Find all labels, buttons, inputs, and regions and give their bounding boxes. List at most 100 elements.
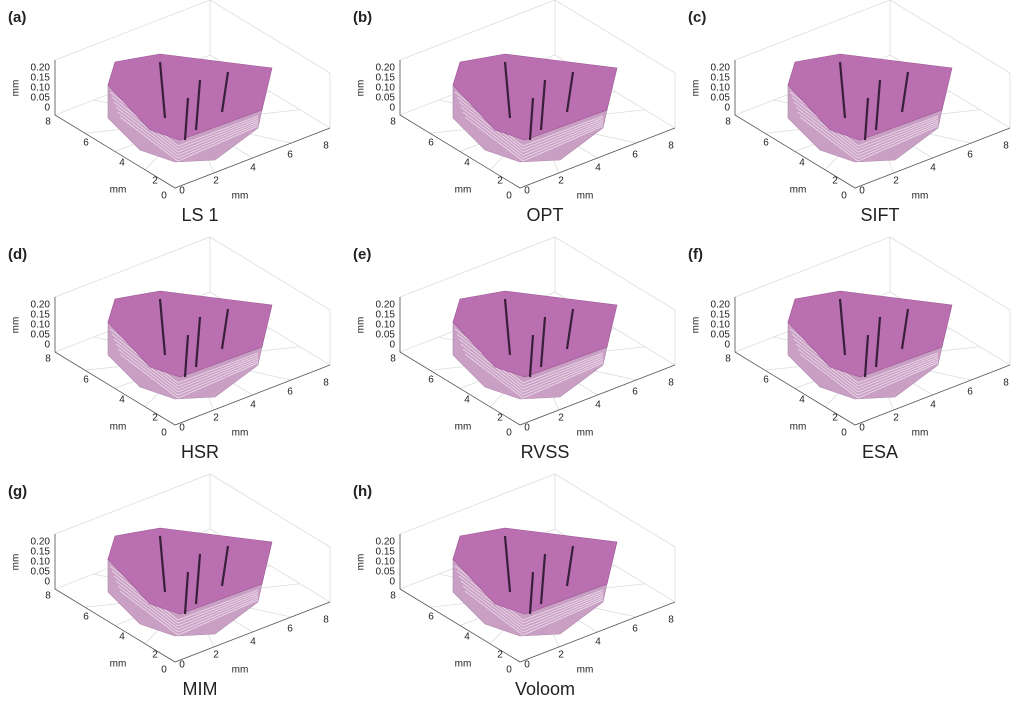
panel: (c)0.200.150.100.050mm8642002468mmmmSIFT bbox=[688, 0, 1010, 225]
y-tick-label: 0 bbox=[179, 423, 185, 434]
z-axis-label: mm bbox=[691, 80, 702, 97]
x-tick-label: 6 bbox=[763, 375, 769, 386]
y-tick-label: 6 bbox=[632, 624, 638, 635]
z-tick-label: 0 bbox=[44, 103, 50, 114]
y-tick-label: 0 bbox=[524, 423, 530, 434]
z-tick-label: 0 bbox=[724, 103, 730, 114]
z-axis-label: mm bbox=[356, 554, 367, 571]
z-axis-label: mm bbox=[356, 80, 367, 97]
x-tick-label: 2 bbox=[832, 176, 838, 187]
y-tick-label: 8 bbox=[668, 615, 674, 626]
panel-label: HSR bbox=[181, 442, 219, 462]
y-tick-label: 8 bbox=[668, 378, 674, 389]
x-axis-label: mm bbox=[455, 185, 472, 196]
x-axis-label: mm bbox=[790, 185, 807, 196]
x-axis-label: mm bbox=[455, 659, 472, 670]
y-tick-label: 4 bbox=[595, 163, 601, 174]
panel-letter: (e) bbox=[353, 246, 371, 263]
x-tick-label: 8 bbox=[45, 117, 51, 128]
panel-letter: (g) bbox=[8, 483, 27, 500]
panel-label: MIM bbox=[183, 679, 218, 699]
x-tick-label: 0 bbox=[841, 191, 847, 202]
panel-letter: (h) bbox=[353, 483, 372, 500]
y-tick-label: 6 bbox=[967, 150, 973, 161]
x-tick-label: 6 bbox=[428, 138, 434, 149]
x-tick-label: 4 bbox=[119, 395, 125, 406]
z-tick-label: 0 bbox=[44, 340, 50, 351]
panel: (b)0.200.150.100.050mm8642002468mmmmOPT bbox=[353, 0, 675, 225]
x-tick-label: 4 bbox=[464, 158, 470, 169]
x-tick-label: 0 bbox=[161, 428, 167, 439]
x-tick-label: 8 bbox=[725, 354, 731, 365]
x-axis-label: mm bbox=[110, 185, 127, 196]
y-tick-label: 8 bbox=[1003, 378, 1009, 389]
x-tick-label: 2 bbox=[497, 650, 503, 661]
x-axis-label: mm bbox=[455, 422, 472, 433]
x-tick-label: 4 bbox=[119, 632, 125, 643]
x-tick-label: 6 bbox=[428, 375, 434, 386]
y-axis-label: mm bbox=[577, 191, 594, 202]
y-tick-label: 0 bbox=[859, 423, 865, 434]
y-tick-label: 0 bbox=[859, 186, 865, 197]
panel-letter: (a) bbox=[8, 9, 26, 26]
z-tick-label: 0 bbox=[389, 103, 395, 114]
x-tick-label: 8 bbox=[45, 354, 51, 365]
x-tick-label: 8 bbox=[725, 117, 731, 128]
x-tick-label: 0 bbox=[161, 191, 167, 202]
y-tick-label: 2 bbox=[558, 650, 564, 661]
y-tick-label: 6 bbox=[632, 150, 638, 161]
y-tick-label: 2 bbox=[893, 413, 899, 424]
x-tick-label: 8 bbox=[390, 117, 396, 128]
panel: (d)0.200.150.100.050mm8642002468mmmmHSR bbox=[8, 237, 330, 462]
y-tick-label: 2 bbox=[893, 176, 899, 187]
panel-label: Voloom bbox=[515, 679, 575, 699]
y-tick-label: 4 bbox=[250, 400, 256, 411]
x-tick-label: 0 bbox=[506, 428, 512, 439]
y-tick-label: 4 bbox=[930, 400, 936, 411]
y-tick-label: 6 bbox=[967, 387, 973, 398]
z-axis-label: mm bbox=[691, 317, 702, 334]
y-tick-label: 0 bbox=[179, 660, 185, 671]
y-tick-label: 2 bbox=[558, 413, 564, 424]
x-tick-label: 6 bbox=[763, 138, 769, 149]
panel: (h)0.200.150.100.050mm8642002468mmmmVolo… bbox=[353, 474, 675, 699]
panel-label: LS 1 bbox=[181, 205, 218, 225]
panel-letter: (c) bbox=[688, 9, 706, 26]
y-tick-label: 4 bbox=[930, 163, 936, 174]
y-tick-label: 4 bbox=[595, 400, 601, 411]
y-tick-label: 0 bbox=[179, 186, 185, 197]
z-axis-label: mm bbox=[356, 317, 367, 334]
z-axis-label: mm bbox=[11, 554, 22, 571]
y-tick-label: 8 bbox=[1003, 141, 1009, 152]
x-tick-label: 2 bbox=[497, 176, 503, 187]
x-tick-label: 2 bbox=[152, 650, 158, 661]
panel-letter: (d) bbox=[8, 246, 27, 263]
y-tick-label: 0 bbox=[524, 660, 530, 671]
x-axis-label: mm bbox=[110, 422, 127, 433]
panel-label: ESA bbox=[862, 442, 898, 462]
panel-label: SIFT bbox=[861, 205, 900, 225]
y-tick-label: 6 bbox=[287, 387, 293, 398]
x-tick-label: 0 bbox=[841, 428, 847, 439]
z-tick-label: 0 bbox=[389, 577, 395, 588]
x-tick-label: 6 bbox=[83, 138, 89, 149]
x-tick-label: 4 bbox=[464, 632, 470, 643]
y-tick-label: 2 bbox=[558, 176, 564, 187]
x-tick-label: 6 bbox=[83, 612, 89, 623]
x-tick-label: 4 bbox=[119, 158, 125, 169]
x-tick-label: 4 bbox=[799, 395, 805, 406]
panel: (f)0.200.150.100.050mm8642002468mmmmESA bbox=[688, 237, 1010, 462]
x-tick-label: 0 bbox=[506, 665, 512, 676]
y-tick-label: 2 bbox=[213, 413, 219, 424]
y-tick-label: 8 bbox=[668, 141, 674, 152]
y-axis-label: mm bbox=[232, 428, 249, 439]
y-tick-label: 6 bbox=[287, 624, 293, 635]
y-tick-label: 8 bbox=[323, 141, 329, 152]
y-tick-label: 4 bbox=[595, 637, 601, 648]
y-tick-label: 4 bbox=[250, 637, 256, 648]
panel-label: RVSS bbox=[521, 442, 570, 462]
z-tick-label: 0 bbox=[389, 340, 395, 351]
x-tick-label: 0 bbox=[161, 665, 167, 676]
